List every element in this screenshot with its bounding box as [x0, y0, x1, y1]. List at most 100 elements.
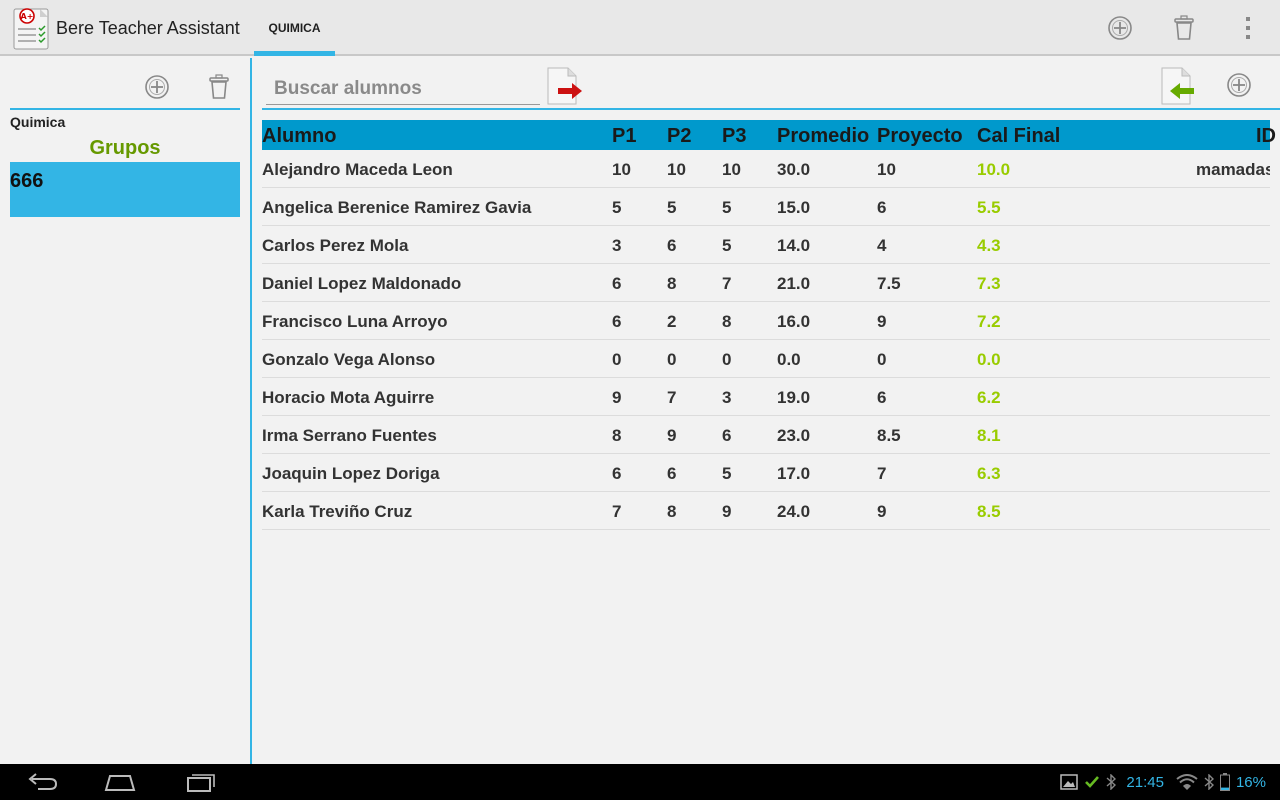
table-row[interactable]: Alejandro Maceda Leon 10 10 10 30.0 10 10.0 mam…: [262, 150, 1270, 188]
cell-p2: 6: [667, 464, 677, 483]
table-header: Alumno P1 P2 P3 Promedio Proyecto Cal Fi…: [262, 120, 1276, 150]
cell-cal-final: 4.3: [977, 236, 1001, 255]
overflow-menu-button[interactable]: [1232, 12, 1264, 44]
cell-p1: 6: [612, 464, 622, 483]
cell-cal-final: 8.1: [977, 426, 1001, 445]
home-button[interactable]: [100, 770, 140, 794]
groups-heading: Grupos: [89, 137, 161, 159]
cell-p3: 0: [722, 350, 732, 369]
delete-group-button[interactable]: [204, 72, 234, 102]
cell-promedio: 15.0: [777, 198, 811, 217]
cell-proyecto: 0: [877, 350, 887, 369]
cell-cal-final: 6.2: [977, 388, 1001, 407]
cell-promedio: 21.0: [777, 274, 811, 293]
check-notification-icon: [1085, 776, 1100, 788]
cell-cal-final: 5.5: [977, 198, 1001, 217]
back-icon: [28, 773, 58, 790]
header-id[interactable]: ID: [1256, 125, 1276, 147]
recent-apps-button[interactable]: [180, 770, 220, 794]
action-bar: A+ Bere Teacher Assistant QUIMICA: [0, 0, 1280, 56]
pane-divider: [250, 58, 252, 764]
table-row[interactable]: Karla Treviño Cruz 7 8 9 24.0 9 8.5: [262, 492, 1270, 530]
cell-p3: 5: [722, 236, 732, 255]
back-button[interactable]: [22, 770, 62, 794]
gallery-notification-icon: [1060, 774, 1079, 790]
delete-subject-button[interactable]: [1168, 12, 1200, 44]
add-group-button[interactable]: [142, 72, 172, 102]
search-input[interactable]: [266, 73, 540, 105]
cell-p1: 8: [612, 426, 622, 445]
add-student-button[interactable]: [1224, 70, 1254, 100]
cell-alumno: Irma Serrano Fuentes: [262, 426, 437, 445]
table-row[interactable]: Joaquin Lopez Doriga 6 6 5 17.0 7 6.3: [262, 454, 1270, 492]
cell-p3: 6: [722, 426, 732, 445]
cell-promedio: 14.0: [777, 236, 811, 255]
cell-proyecto: 8.5: [877, 426, 901, 445]
cell-alumno: Angelica Berenice Ramirez Gavia: [262, 198, 532, 217]
cell-proyecto: 9: [877, 502, 887, 521]
table-row[interactable]: Carlos Perez Mola 3 6 5 14.0 4 4.3: [262, 226, 1270, 264]
table-row[interactable]: Francisco Luna Arroyo 6 2 8 16.0 9 7.2: [262, 302, 1270, 340]
cell-p2: 10: [667, 160, 686, 179]
cell-proyecto: 7: [877, 464, 887, 483]
cell-p2: 2: [667, 312, 677, 331]
group-item[interactable]: 666: [10, 162, 240, 217]
header-p2[interactable]: P2: [667, 125, 692, 147]
cell-id: mamadas: [1196, 160, 1270, 179]
cell-cal-final: 0.0: [977, 350, 1001, 369]
clock: 21:45: [1126, 773, 1164, 791]
cell-p1: 7: [612, 502, 622, 521]
table-row[interactable]: Irma Serrano Fuentes 8 9 6 23.0 8.5 8.1: [262, 416, 1270, 454]
cell-p3: 7: [722, 274, 732, 293]
groups-pane: Quimica Grupos 666: [0, 58, 250, 764]
cell-cal-final: 6.3: [977, 464, 1001, 483]
table-body: Alejandro Maceda Leon 10 10 10 30.0 10 10.0 mam…: [262, 150, 1270, 530]
wifi-icon: [1176, 774, 1198, 790]
students-pane: Alumno P1 P2 P3 Promedio Proyecto Cal Fi…: [252, 58, 1280, 764]
header-p1[interactable]: P1: [612, 125, 637, 147]
cell-promedio: 24.0: [777, 502, 811, 521]
cell-p2: 8: [667, 502, 677, 521]
cell-promedio: 0.0: [777, 350, 801, 369]
document-export-icon: [547, 67, 582, 105]
svg-text:A+: A+: [21, 12, 34, 21]
cell-p1: 6: [612, 312, 622, 331]
cell-p1: 3: [612, 236, 622, 255]
cell-alumno: Carlos Perez Mola: [262, 236, 409, 255]
header-alumno[interactable]: Alumno: [262, 125, 337, 147]
cell-p1: 5: [612, 198, 622, 217]
tab-selected-indicator: [254, 51, 335, 56]
cell-proyecto: 6: [877, 198, 887, 217]
header-p3[interactable]: P3: [722, 125, 747, 147]
battery-icon: [1219, 773, 1230, 791]
cell-p1: 10: [612, 160, 631, 179]
cell-promedio: 17.0: [777, 464, 811, 483]
cell-cal-final: 8.5: [977, 502, 1001, 521]
trash-icon: [1174, 15, 1194, 40]
table-row[interactable]: Angelica Berenice Ramirez Gavia 5 5 5 15.0 6 5…: [262, 188, 1270, 226]
export-button[interactable]: [544, 66, 584, 106]
table-row[interactable]: Horacio Mota Aguirre 9 7 3 19.0 6 6.2: [262, 378, 1270, 416]
app-logo-icon[interactable]: A+: [12, 5, 52, 51]
table-row[interactable]: Daniel Lopez Maldonado 6 8 7 21.0 7.5 7.3: [262, 264, 1270, 302]
add-circle-icon: [1227, 73, 1251, 97]
cell-p3: 9: [722, 502, 732, 521]
cell-promedio: 23.0: [777, 426, 811, 445]
app-title: Bere Teacher Assistant: [56, 18, 240, 38]
header-promedio[interactable]: Promedio: [777, 125, 870, 147]
add-subject-button[interactable]: [1104, 12, 1136, 44]
cell-alumno: Horacio Mota Aguirre: [262, 388, 435, 407]
bluetooth-icon: [1106, 774, 1117, 790]
document-import-icon: [1161, 67, 1194, 105]
status-area: 21:45 16%: [1060, 770, 1266, 794]
cell-cal-final: 10.0: [977, 160, 1011, 179]
cell-p2: 0: [667, 350, 677, 369]
table-row[interactable]: Gonzalo Vega Alonso 0 0 0 0.0 0 0.0: [262, 340, 1270, 378]
add-circle-icon: [1108, 16, 1132, 40]
tab-quimica[interactable]: QUIMICA: [254, 0, 335, 56]
header-proyecto[interactable]: Proyecto: [877, 125, 963, 147]
cell-p1: 6: [612, 274, 622, 293]
cell-proyecto: 7.5: [877, 274, 901, 293]
import-button[interactable]: [1158, 66, 1198, 106]
header-cal-final[interactable]: Cal Final: [977, 125, 1061, 147]
